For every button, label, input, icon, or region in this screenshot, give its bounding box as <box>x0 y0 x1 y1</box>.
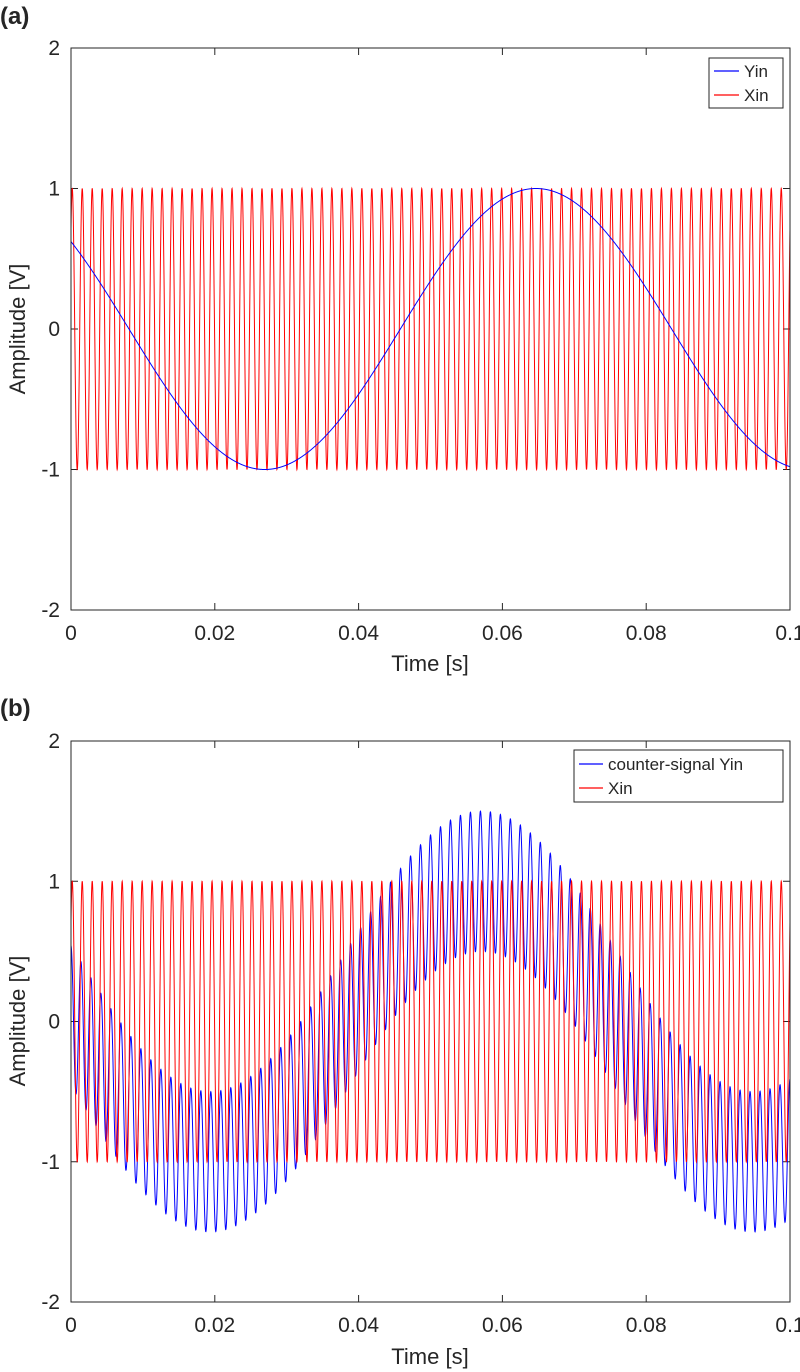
panel-a-xtick-labels: 0 0.02 0.04 0.06 0.08 0.1 <box>65 622 800 645</box>
panel-a-xtick-label: 0 <box>65 622 77 645</box>
panel-a-xtick-label: 0.02 <box>194 622 235 645</box>
panel-a-series-line-1 <box>70 186 791 472</box>
panel-a-ytick-labels: -2 -1 0 1 2 <box>41 37 60 622</box>
panel-b-series-line-1 <box>70 879 791 1164</box>
panel-b-x-axis-title: Time [s] <box>391 1344 468 1369</box>
panel-b-label: (b) <box>0 695 31 722</box>
panel-a-ytick-label: -2 <box>41 599 60 622</box>
panel-b-xtick-label: 0.06 <box>482 1314 523 1337</box>
panel-b-xtick-label: 0.04 <box>338 1314 379 1337</box>
panel-a-legend-box <box>708 57 784 109</box>
panel-b-xtick-label: 0 <box>65 1314 77 1337</box>
panel-b-ytick-label: 1 <box>48 870 60 893</box>
panel-b-ytick-label: 0 <box>48 1011 60 1034</box>
panel-b-legend-label-xin: Xin <box>608 779 633 798</box>
panel-a-x-axis-title: Time [s] <box>391 651 468 676</box>
panel-b-legend-box <box>573 749 784 803</box>
panel-b-series <box>70 810 791 1233</box>
panel-b-xtick-label: 0.1 <box>775 1314 800 1337</box>
panel-a-ytick-label: -1 <box>41 459 60 482</box>
panel-b-series-line-0 <box>70 810 791 1233</box>
panel-b-axes-box <box>70 740 791 1303</box>
panel-a-series-line-0 <box>70 188 791 470</box>
panel-a-label: (a) <box>0 3 29 30</box>
panel-b-legend: counter-signal Yin Xin <box>573 749 784 803</box>
panel-b: (b) 0 0.02 0.04 0.06 0.08 0.1 -2 -1 0 1 2 Time [s… <box>0 695 800 1369</box>
panel-a-axes-box <box>70 47 791 611</box>
panel-a-ytick-label: 2 <box>48 37 60 60</box>
panel-b-xtick-label: 0.08 <box>626 1314 667 1337</box>
panel-a-legend-label-yin: Yin <box>744 62 768 81</box>
panel-b-xtick-label: 0.02 <box>194 1314 235 1337</box>
panel-a-series <box>70 186 791 472</box>
panel-b-ytick-label: -2 <box>41 1291 60 1314</box>
panel-a-y-axis-title: Amplitude [V] <box>5 264 30 395</box>
panel-a-ytick-label: 0 <box>48 318 60 341</box>
panel-a: (a) 0 0.02 0.04 0.06 0.08 0.1 -2 -1 0 1 2 Time [s… <box>0 3 800 676</box>
panel-b-y-axis-title: Amplitude [V] <box>5 956 30 1087</box>
panel-a-xtick-label: 0.1 <box>775 622 800 645</box>
panel-b-plot-area <box>71 741 790 1302</box>
panel-a-ytick-label: 1 <box>48 178 60 201</box>
panel-b-xtick-labels: 0 0.02 0.04 0.06 0.08 0.1 <box>65 1314 800 1337</box>
panel-a-xtick-label: 0.04 <box>338 622 379 645</box>
panel-a-legend-label-xin: Xin <box>744 86 769 105</box>
panel-b-ytick-label: 2 <box>48 730 60 753</box>
panel-b-ytick-label: -1 <box>41 1151 60 1174</box>
panel-a-xtick-label: 0.06 <box>482 622 523 645</box>
panel-b-ytick-labels: -2 -1 0 1 2 <box>41 730 60 1314</box>
panel-a-xtick-label: 0.08 <box>626 622 667 645</box>
panel-b-legend-label-yin: counter-signal Yin <box>608 755 743 774</box>
panel-a-legend: Yin Xin <box>708 57 784 109</box>
panel-a-plot-area <box>71 48 790 610</box>
